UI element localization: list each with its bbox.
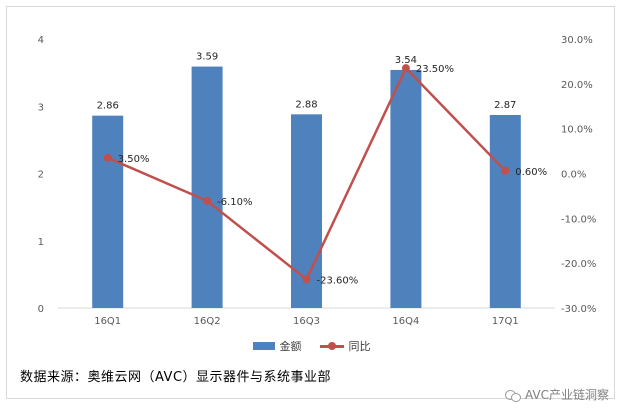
right-tick-label: 30.0% [561, 35, 593, 46]
right-tick-label: 0.0% [561, 170, 586, 181]
right-axis: -30.0% -20.0% -10.0% 0.0% 10.0% 20.0% 30.0% [561, 35, 596, 315]
bar-value-label: 2.86 [97, 101, 119, 112]
bar-value-label: 2.87 [494, 100, 516, 111]
combo-chart: 0 1 2 3 4 -30.0% -20.0% -10.0% 0.0% 10.0% 20.0% 30… [38, 35, 597, 327]
right-tick-label: -20.0% [561, 259, 596, 270]
bar-value-label: 3.59 [196, 52, 218, 63]
yoy-value-label: 0.60% [515, 167, 547, 178]
yoy-value-label: 3.50% [118, 154, 150, 165]
left-tick-label: 0 [38, 304, 44, 315]
bar [390, 69, 422, 308]
yoy-point [501, 166, 510, 175]
right-tick-label: -30.0% [561, 304, 596, 315]
x-axis: 16Q1 16Q2 16Q3 16Q4 17Q1 [58, 307, 555, 327]
category-label: 16Q2 [194, 316, 221, 327]
bar-value-label: 2.88 [295, 99, 317, 110]
bar [489, 114, 521, 309]
legend-label-amount: 金额 [279, 340, 302, 353]
left-tick-label: 2 [38, 170, 44, 181]
bar [191, 66, 223, 308]
yoy-value-label: 23.50% [416, 64, 454, 75]
legend-item-yoy: 同比 [319, 338, 371, 354]
legend: 金额 同比 [0, 338, 623, 354]
legend-line-swatch [319, 341, 344, 351]
yoy-value-label: -6.10% [217, 197, 252, 208]
left-tick-label: 4 [38, 35, 44, 46]
category-label: 16Q1 [94, 316, 121, 327]
legend-bar-swatch [252, 342, 275, 350]
category-label: 17Q1 [492, 316, 519, 327]
left-axis: 0 1 2 3 4 [38, 35, 44, 315]
yoy-value-label: -23.60% [317, 275, 359, 286]
legend-label-yoy: 同比 [348, 340, 371, 353]
data-labels: 2.86 3.59 2.88 3.54 2.87 3.50% -6.10% -23.60% 23… [97, 52, 548, 287]
bar [92, 115, 124, 308]
line-series [103, 64, 510, 284]
bar-value-label: 3.54 [395, 55, 417, 66]
legend-item-amount: 金额 [252, 338, 302, 354]
right-tick-label: -10.0% [561, 214, 596, 225]
yoy-point [103, 153, 112, 162]
wechat-icon [504, 389, 521, 402]
category-label: 16Q3 [293, 316, 320, 327]
left-tick-label: 1 [38, 237, 44, 248]
watermark: AVC产业链洞察 [504, 386, 609, 403]
chart-frame [6, 6, 615, 399]
yoy-point [203, 196, 212, 205]
data-source-note: 数据来源：奥维云网（AVC）显示器件与系统事业部 [20, 370, 332, 385]
left-tick-label: 3 [38, 102, 44, 113]
category-label: 16Q4 [392, 316, 419, 327]
right-tick-label: 10.0% [561, 125, 593, 136]
yoy-point [302, 275, 311, 284]
yoy-point [401, 64, 410, 73]
right-tick-label: 20.0% [561, 80, 593, 91]
watermark-text: AVC产业链洞察 [524, 388, 609, 402]
